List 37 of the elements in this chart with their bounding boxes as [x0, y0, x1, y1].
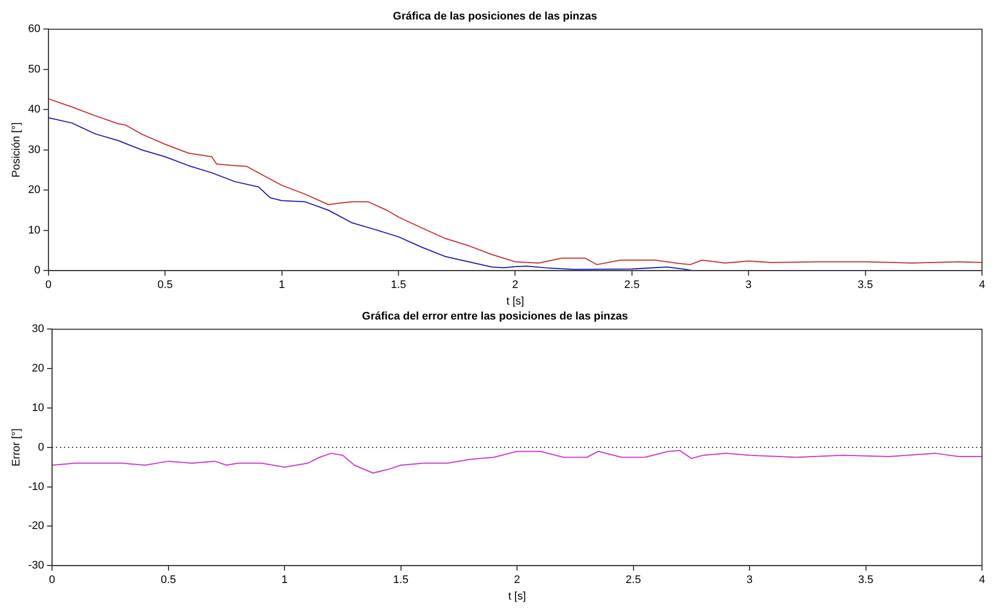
- y-tick-label: 10: [28, 224, 40, 236]
- x-tick-label: 2.5: [624, 279, 640, 292]
- x-tick-label: 3: [746, 574, 753, 586]
- x-tick-label: 1: [278, 279, 285, 292]
- x-tick-label: 0: [49, 574, 56, 586]
- x-tick-label: 2: [512, 279, 518, 292]
- y-tick-label: -30: [28, 560, 44, 572]
- x-tick-label: 3.5: [858, 279, 873, 292]
- x-tick-label: 0.5: [157, 279, 173, 292]
- y-tick-label: -20: [28, 520, 44, 532]
- x-tick-label: 3: [746, 279, 752, 292]
- y-tick-label: 0: [34, 264, 40, 277]
- y-axis-title: Error [°]: [10, 428, 23, 466]
- chart-title: Gráfica del error entre las posiciones de las pinzas: [362, 310, 628, 323]
- y-axis-title: Posición [°]: [10, 122, 23, 178]
- x-tick-label: 2: [514, 574, 520, 586]
- x-tick-label: 4: [978, 574, 986, 586]
- y-tick-label: 0: [38, 441, 44, 454]
- y-tick-label: 60: [28, 23, 40, 36]
- x-tick-label: 1.5: [390, 279, 406, 292]
- y-tick-label: 10: [32, 402, 44, 414]
- y-tick-label: 50: [28, 63, 40, 76]
- y-tick-label: 20: [32, 362, 44, 375]
- x-tick-label: 3.5: [858, 574, 874, 586]
- chart-title: Gráfica de las posiciones de las pinzas: [392, 10, 598, 23]
- x-tick-label: 1.5: [393, 574, 408, 586]
- y-tick-label: 20: [28, 184, 40, 196]
- x-axis-title: t [s]: [508, 590, 526, 602]
- x-axis-title: t [s]: [506, 295, 524, 308]
- x-tick-label: 2.5: [626, 574, 641, 586]
- x-tick-label: 1: [282, 574, 288, 586]
- x-tick-label: 4: [978, 279, 986, 292]
- y-tick-label: 30: [32, 323, 44, 336]
- x-tick-label: 0.5: [160, 574, 176, 586]
- y-tick-label: -10: [28, 480, 44, 493]
- y-tick-label: 30: [28, 144, 40, 156]
- y-tick-label: 40: [28, 104, 40, 116]
